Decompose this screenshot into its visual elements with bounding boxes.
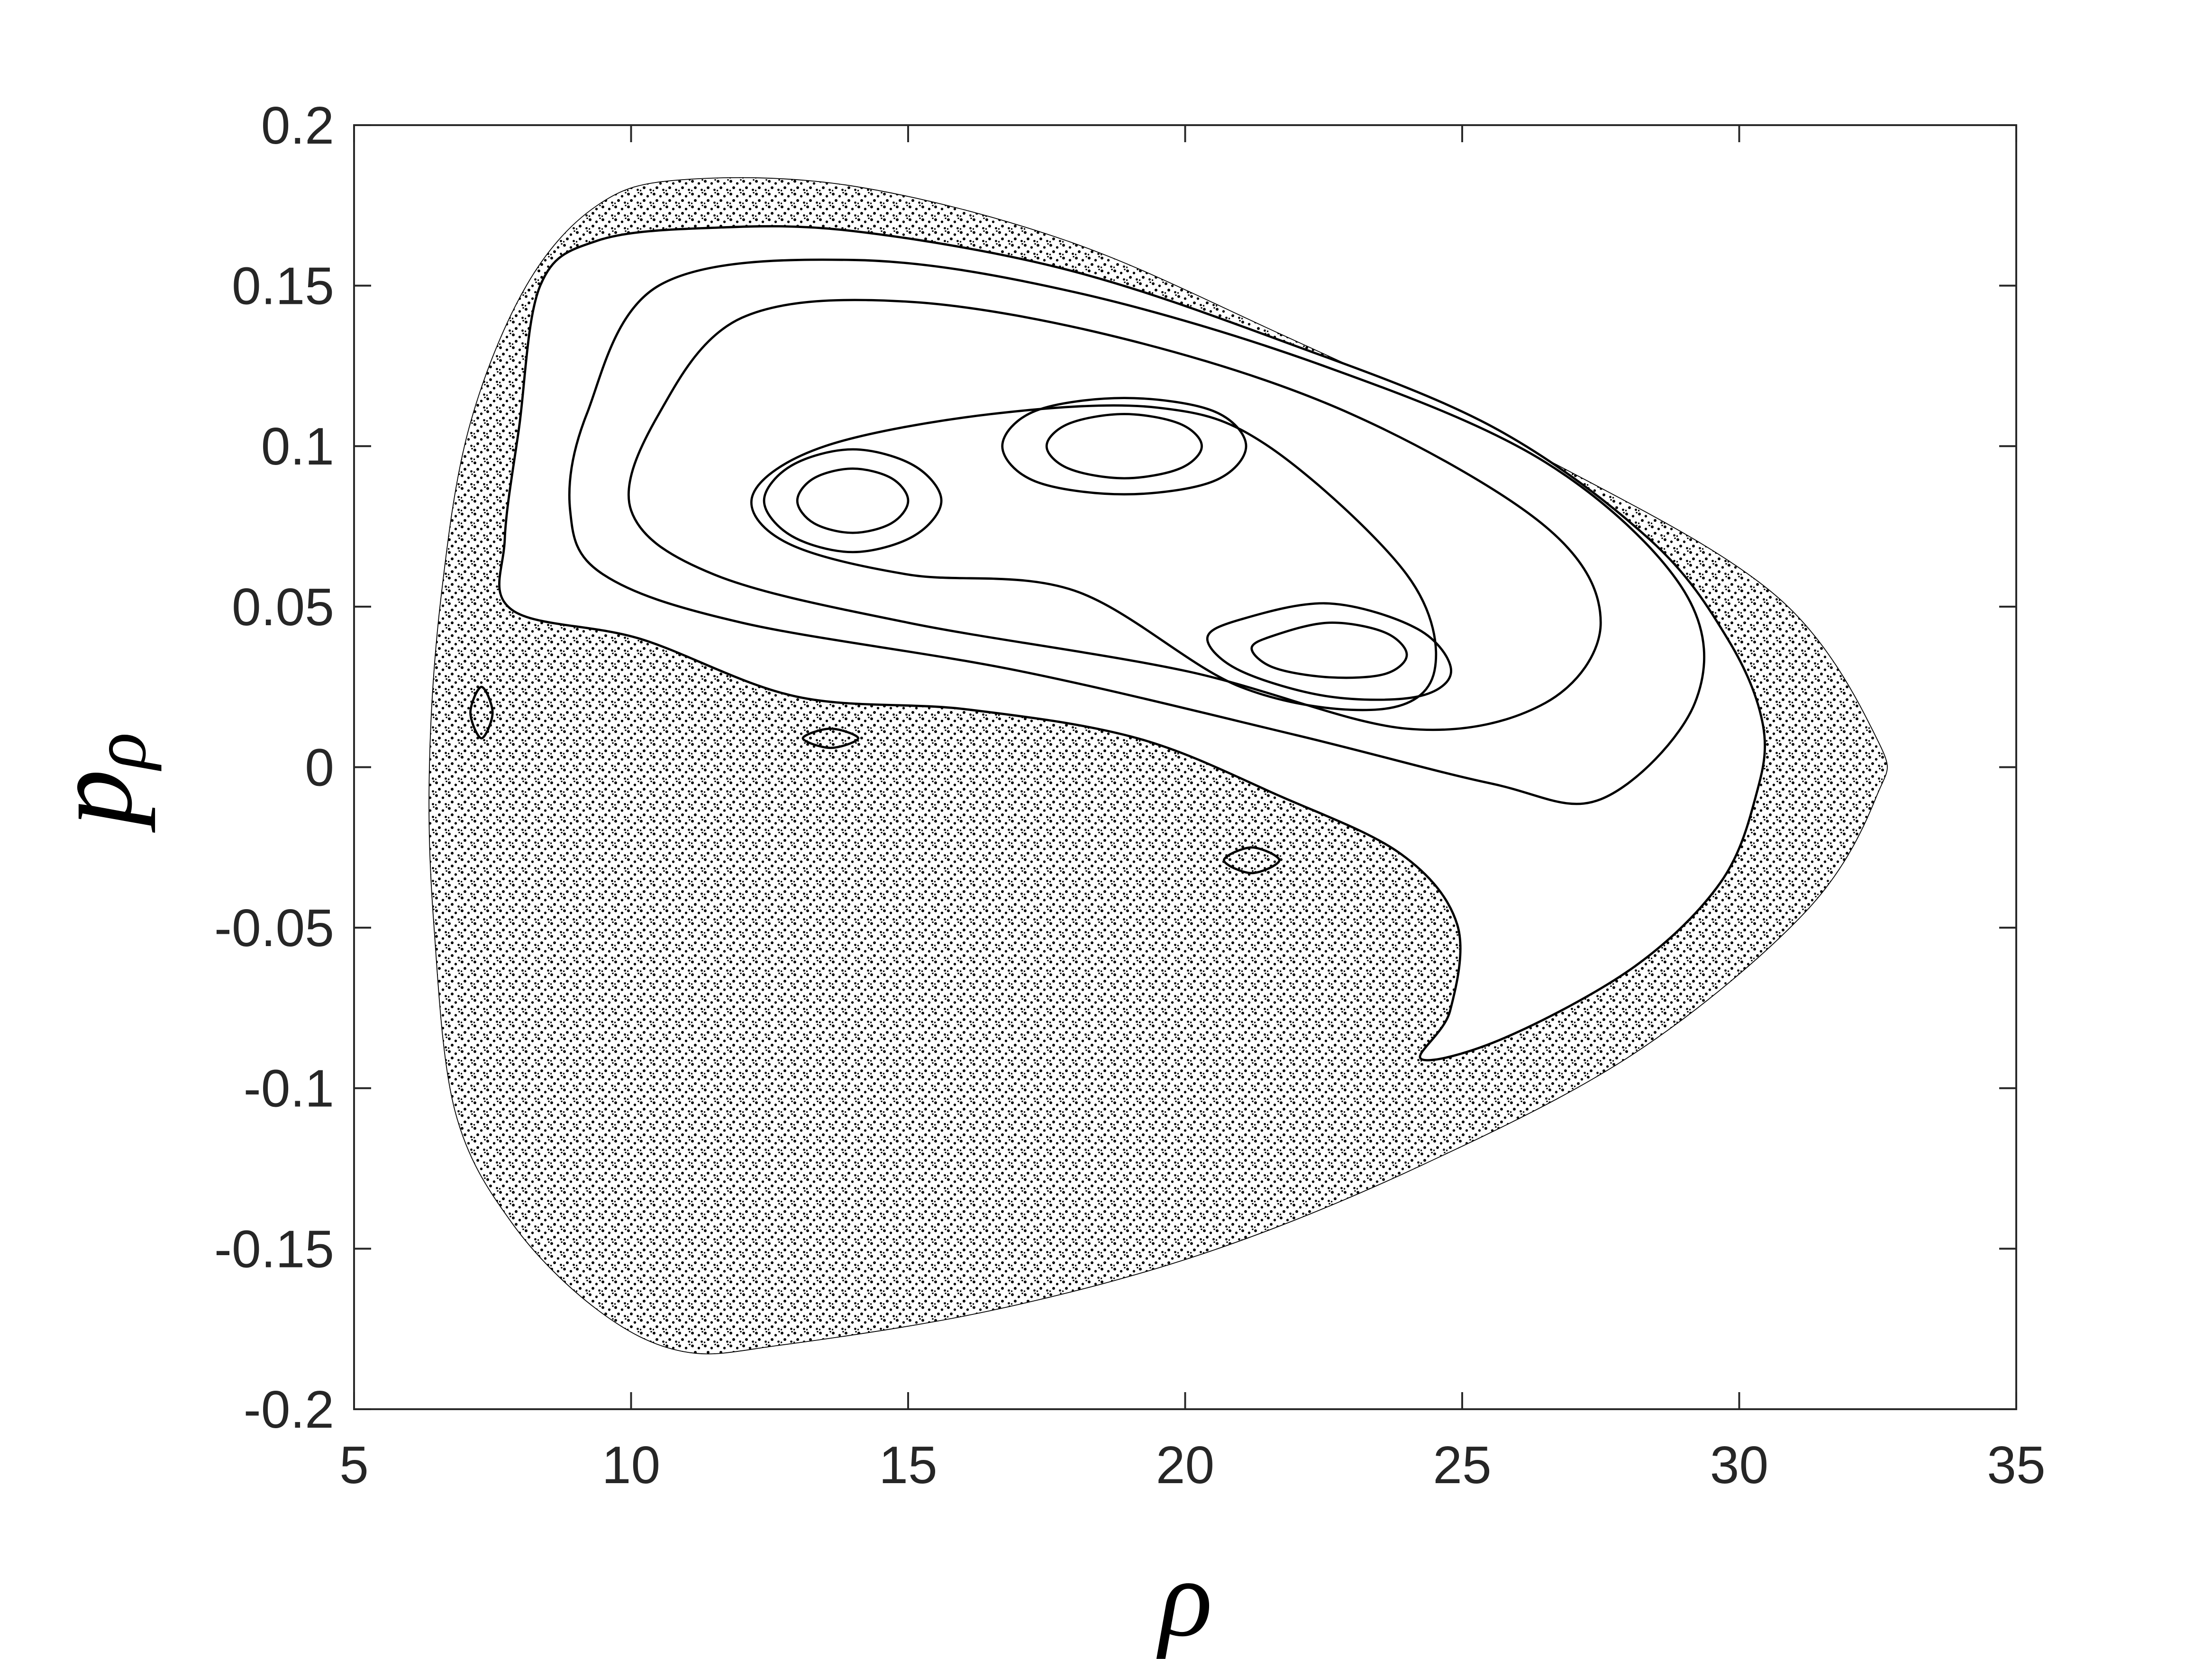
region (498, 225, 1766, 1062)
y-tick-label: -0.15 (214, 1220, 334, 1278)
orbit-curve (750, 404, 1438, 711)
x-tick-label: 10 (602, 1436, 660, 1495)
y-tick-label: -0.1 (244, 1059, 334, 1118)
orbit-curve (1222, 846, 1281, 875)
y-tick-label: 0 (305, 738, 334, 797)
y-tick-label: 0.15 (232, 257, 334, 316)
orbit-curve (568, 258, 1705, 805)
x-tick-label: 15 (879, 1436, 937, 1495)
orbit-curve (469, 685, 494, 739)
x-tick-label: 35 (1987, 1436, 2045, 1495)
y-axis-label: pρ (29, 732, 162, 833)
orbit-curve (801, 727, 860, 749)
orbit-curve (1045, 413, 1203, 480)
y-axis-label-subscript: ρ (77, 732, 162, 772)
x-tick-label: 20 (1156, 1436, 1214, 1495)
orbit-curve (1250, 621, 1408, 679)
y-axis-label-main: p (29, 769, 155, 833)
y-tick-label: -0.05 (214, 899, 334, 957)
y-tick-label: 0.05 (232, 578, 334, 637)
x-axis-label: ρ (1156, 1536, 1212, 1659)
orbit-curve (763, 448, 943, 554)
orbit-curve (796, 467, 910, 534)
y-tick-label: 0.1 (261, 417, 334, 476)
orbit-curve (627, 299, 1602, 731)
orbit-curve (1001, 397, 1247, 496)
x-tick-label: 5 (339, 1436, 369, 1495)
orbit-curve (1206, 602, 1453, 701)
y-tick-label: 0.2 (261, 96, 334, 155)
x-tick-label: 30 (1710, 1436, 1768, 1495)
x-tick-label: 25 (1433, 1436, 1491, 1495)
y-tick-label: -0.2 (244, 1380, 334, 1439)
